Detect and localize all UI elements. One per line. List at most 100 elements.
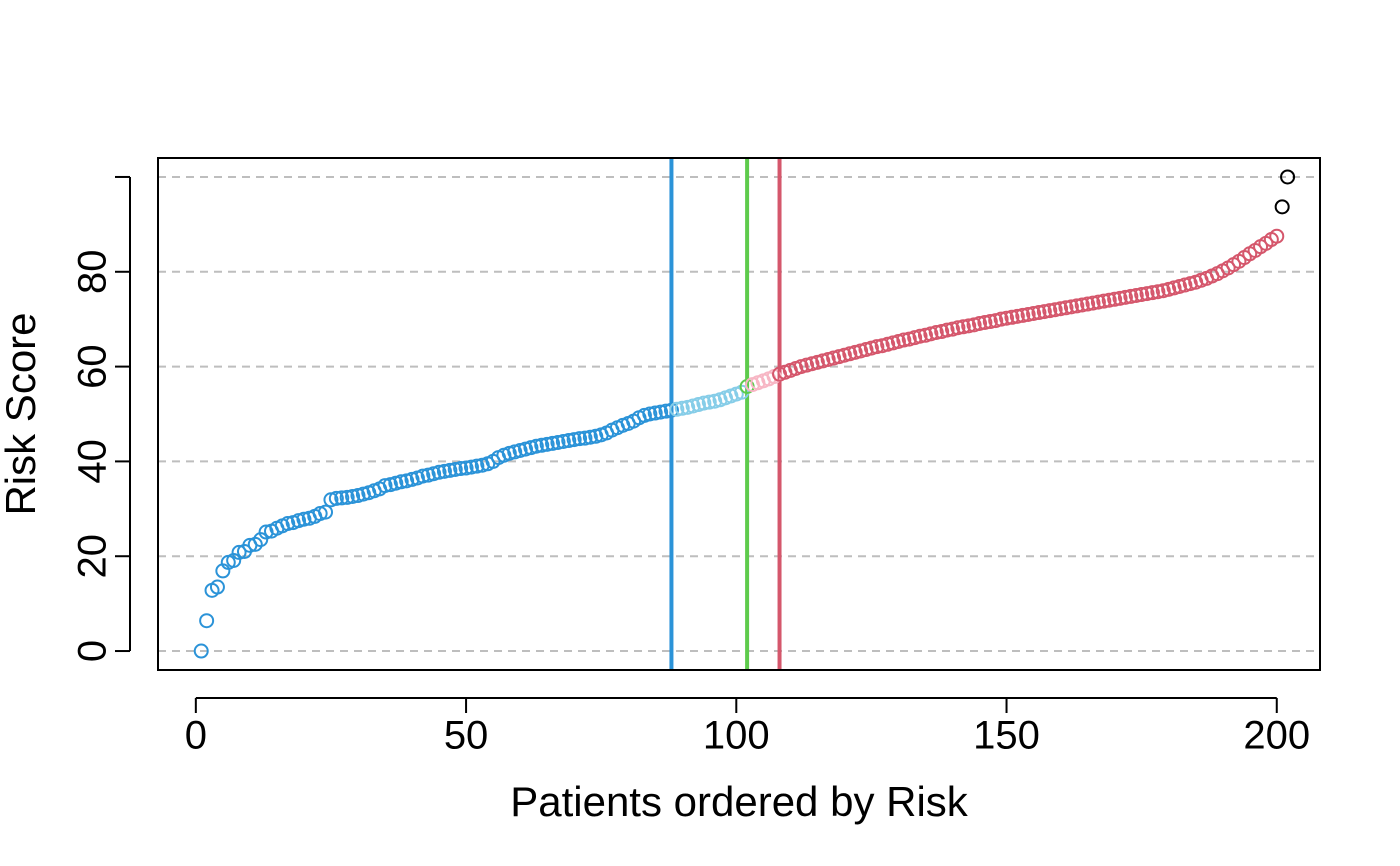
data-point	[1020, 306, 1036, 322]
y-tick-label: 60	[71, 344, 115, 389]
data-point	[431, 464, 447, 480]
data-point	[1042, 303, 1058, 319]
data-point	[1128, 287, 1144, 303]
data-point	[1058, 300, 1074, 316]
data-point	[696, 395, 712, 411]
gridlines	[158, 175, 1320, 653]
data-point	[972, 315, 988, 331]
data-point	[669, 401, 685, 417]
data-point	[231, 544, 247, 560]
data-point	[1112, 290, 1128, 306]
data-point	[377, 478, 393, 494]
data-point	[572, 431, 588, 447]
data-point	[415, 468, 431, 484]
data-point	[561, 433, 577, 449]
x-tick-label: 0	[185, 714, 207, 758]
data-point	[1139, 286, 1155, 302]
data-point	[545, 435, 561, 451]
data-point	[453, 461, 469, 477]
data-point	[1074, 297, 1090, 313]
data-point	[1269, 228, 1285, 244]
data-point	[1144, 285, 1160, 301]
data-point	[939, 322, 955, 338]
data-point	[582, 429, 598, 445]
y-tick-label: 80	[71, 250, 115, 295]
y-tick-label: 20	[71, 534, 115, 579]
data-point	[1063, 299, 1079, 315]
x-tick-label: 50	[444, 714, 489, 758]
data-point	[566, 432, 582, 448]
x-tick-label: 100	[703, 714, 770, 758]
data-point	[928, 324, 944, 340]
data-point	[469, 458, 485, 474]
data-point	[436, 463, 452, 479]
data-point	[555, 433, 571, 449]
data-point	[1101, 292, 1117, 308]
data-point	[977, 315, 993, 331]
data-point	[550, 434, 566, 450]
data-point	[647, 405, 663, 421]
data-point	[1031, 305, 1047, 321]
data-point	[334, 490, 350, 506]
data-point	[1026, 305, 1042, 321]
data-point	[993, 311, 1009, 327]
data-point	[1009, 308, 1025, 324]
data-point	[1150, 284, 1166, 300]
data-point	[1280, 169, 1296, 185]
data-point	[1036, 304, 1052, 320]
data-point	[1117, 289, 1133, 305]
data-points	[193, 169, 1296, 659]
data-point	[318, 504, 334, 520]
data-point	[528, 438, 544, 454]
data-point	[280, 516, 296, 532]
data-point	[577, 430, 593, 446]
x-tick-label: 200	[1243, 714, 1310, 758]
data-point	[1085, 295, 1101, 311]
data-point	[1004, 309, 1020, 325]
data-point	[463, 459, 479, 475]
data-point	[999, 310, 1015, 326]
data-point	[896, 332, 912, 348]
data-point	[1274, 199, 1290, 215]
y-tick-label: 40	[71, 439, 115, 484]
data-point	[393, 474, 409, 490]
data-point	[1069, 298, 1085, 314]
data-point	[1123, 288, 1139, 304]
data-point	[534, 437, 550, 453]
data-point	[982, 314, 998, 330]
data-point	[1107, 291, 1123, 307]
data-point	[701, 394, 717, 410]
data-point	[955, 319, 971, 335]
data-point	[950, 320, 966, 336]
data-point	[447, 461, 463, 477]
y-axis: 0 20 40 60 80	[71, 175, 131, 662]
data-point	[1090, 294, 1106, 310]
data-point	[345, 488, 361, 504]
plot-frame	[157, 157, 1321, 671]
x-tick-label: 150	[973, 714, 1040, 758]
data-point	[869, 339, 885, 355]
data-point	[1053, 301, 1069, 317]
data-point	[1047, 302, 1063, 318]
data-point	[458, 460, 474, 476]
y-axis-title: Risk Score	[0, 312, 44, 515]
data-point	[339, 489, 355, 505]
data-point	[442, 462, 458, 478]
data-point	[663, 402, 679, 418]
data-point	[209, 579, 225, 595]
y-tick-label: 0	[71, 640, 115, 662]
data-point	[1080, 296, 1096, 312]
data-point	[193, 643, 209, 659]
data-point	[1134, 287, 1150, 303]
data-point	[642, 406, 658, 422]
data-point	[1096, 293, 1112, 309]
data-point	[674, 400, 690, 416]
data-point	[658, 403, 674, 419]
data-point	[1015, 307, 1031, 323]
data-point	[961, 318, 977, 334]
data-point	[653, 404, 669, 420]
data-point	[296, 511, 312, 527]
data-point	[199, 613, 215, 629]
data-point	[912, 328, 928, 344]
